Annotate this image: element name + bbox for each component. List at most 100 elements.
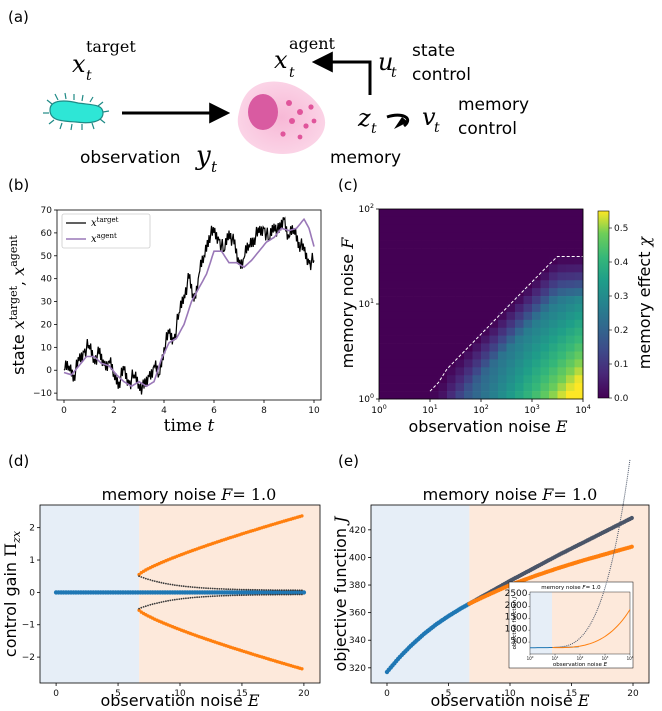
heatmap-cell	[455, 335, 465, 344]
heatmap-cell	[387, 240, 397, 249]
heatmap-cell	[404, 391, 414, 400]
heatmap-cell	[438, 280, 448, 289]
plot-d-point-inner	[220, 588, 223, 590]
state-control-text-2: control	[412, 65, 471, 85]
heatmap-cell	[515, 311, 524, 321]
heatmap-cell	[515, 280, 524, 289]
plot-d-point-inner	[162, 600, 165, 603]
heatmap-cell	[464, 343, 473, 352]
heatmap-cell	[515, 391, 524, 400]
heatmap-cell	[481, 351, 490, 360]
heatmap-cell	[566, 296, 575, 305]
plot-d-point-inner	[153, 580, 156, 582]
heatmap-cell	[379, 288, 388, 297]
plot-b-ytick: 60	[41, 229, 53, 239]
heatmap-cell	[498, 264, 507, 273]
plot-d-point-inner	[260, 593, 263, 596]
heatmap-cell	[455, 240, 465, 249]
plot-d-point-inner	[245, 588, 248, 591]
heatmap-cell	[421, 375, 431, 384]
plot-d-point-inner	[276, 593, 279, 596]
heatmap-cell	[421, 296, 431, 305]
heatmap-xtick: 101	[422, 404, 437, 416]
heatmap-cell	[379, 296, 388, 305]
plot-b-ytick: 20	[41, 320, 53, 330]
heatmap-cell	[472, 351, 482, 360]
heatmap-cell	[387, 232, 397, 241]
plot-b-ticks: 0 2 4 6 8 10 −10 0 10 20 30 40 50 60 70	[33, 206, 320, 416]
plot-d-point-outer	[300, 514, 304, 518]
heatmap-cell	[387, 209, 397, 218]
heatmap-cell	[455, 296, 465, 305]
heatmap-cell	[455, 256, 465, 265]
heatmap-ylabel: memory noise F	[338, 237, 357, 369]
heatmap-cell	[574, 335, 584, 344]
heatmap-cell	[523, 256, 533, 265]
plot-d-point-inner	[294, 589, 297, 592]
heatmap-cell	[515, 319, 524, 329]
plot-e-ytick: 360	[349, 609, 366, 619]
heatmap-cell	[421, 288, 431, 297]
heatmap-cell	[574, 224, 584, 234]
heatmap-cell	[566, 248, 575, 257]
heatmap-cell	[413, 256, 422, 265]
heatmap-cell	[472, 304, 482, 313]
heatmap-cell	[430, 272, 439, 281]
heatmap-cell	[532, 296, 541, 305]
heatmap-cell	[472, 319, 482, 329]
heatmap-cell	[447, 351, 456, 360]
heatmap-cell	[396, 335, 405, 344]
heatmap-cell	[540, 319, 550, 329]
panel-d: (d) memory noise F= 1.0 0 5 10 15 20−2−1012 …	[1, 452, 321, 710]
heatmap-cell	[498, 288, 507, 297]
heatmap-cell	[387, 256, 397, 265]
plot-d-point-inner	[194, 596, 196, 599]
heatmap-cell	[396, 232, 405, 241]
heatmap-cell	[566, 272, 575, 281]
agent-superscript: agent	[289, 34, 336, 53]
heatmap-cell	[413, 232, 422, 241]
heatmap-cell	[540, 335, 550, 344]
heatmap-cell	[438, 359, 448, 368]
heatmap-cell	[472, 248, 482, 257]
plot-b-ytick: 30	[41, 298, 53, 308]
heatmap-cell	[489, 335, 499, 344]
heatmap-cell	[498, 311, 507, 321]
heatmap-cell	[506, 264, 516, 273]
heatmap-cell	[574, 319, 584, 329]
heatmap-cell	[557, 280, 567, 289]
heatmap-cell	[574, 240, 584, 249]
heatmap-cell	[438, 375, 448, 384]
heatmap-cell	[447, 319, 456, 329]
legend-agent-label: xagent	[91, 232, 117, 245]
plot-d-point-inner	[187, 585, 190, 588]
heatmap-cell	[447, 272, 456, 281]
heatmap-cell	[489, 375, 499, 384]
heatmap-cell	[455, 248, 465, 257]
heatmap-cell	[447, 383, 456, 392]
plot-d-point-inner	[229, 594, 232, 597]
heatmap-cell	[532, 304, 541, 313]
heatmap-cell	[574, 280, 584, 289]
heatmap-cell	[387, 248, 397, 257]
heatmap-xtick: 102	[473, 404, 488, 416]
plot-e-xtick: 20	[627, 689, 639, 699]
plot-d-point-inner	[249, 588, 252, 591]
heatmap-cell	[387, 288, 397, 297]
heatmap-cell	[532, 383, 541, 392]
heatmap-cell	[506, 375, 516, 384]
heatmap-cell	[481, 319, 490, 329]
plot-d-point-inner	[263, 593, 265, 596]
heatmap-cell	[421, 391, 431, 400]
heatmap-cell	[523, 391, 533, 400]
heatmap-cell	[515, 288, 524, 297]
heatmap-cell	[481, 288, 490, 297]
heatmap-cell	[464, 240, 473, 249]
plot-b-xtick: 0	[61, 406, 67, 416]
heatmap-cell	[574, 327, 584, 336]
plot-d-point-inner	[272, 593, 274, 596]
plot-d-xtick: 10	[174, 689, 186, 699]
heatmap-cell	[438, 383, 448, 392]
heatmap-cell	[447, 209, 456, 218]
heatmap-cell	[447, 264, 456, 273]
